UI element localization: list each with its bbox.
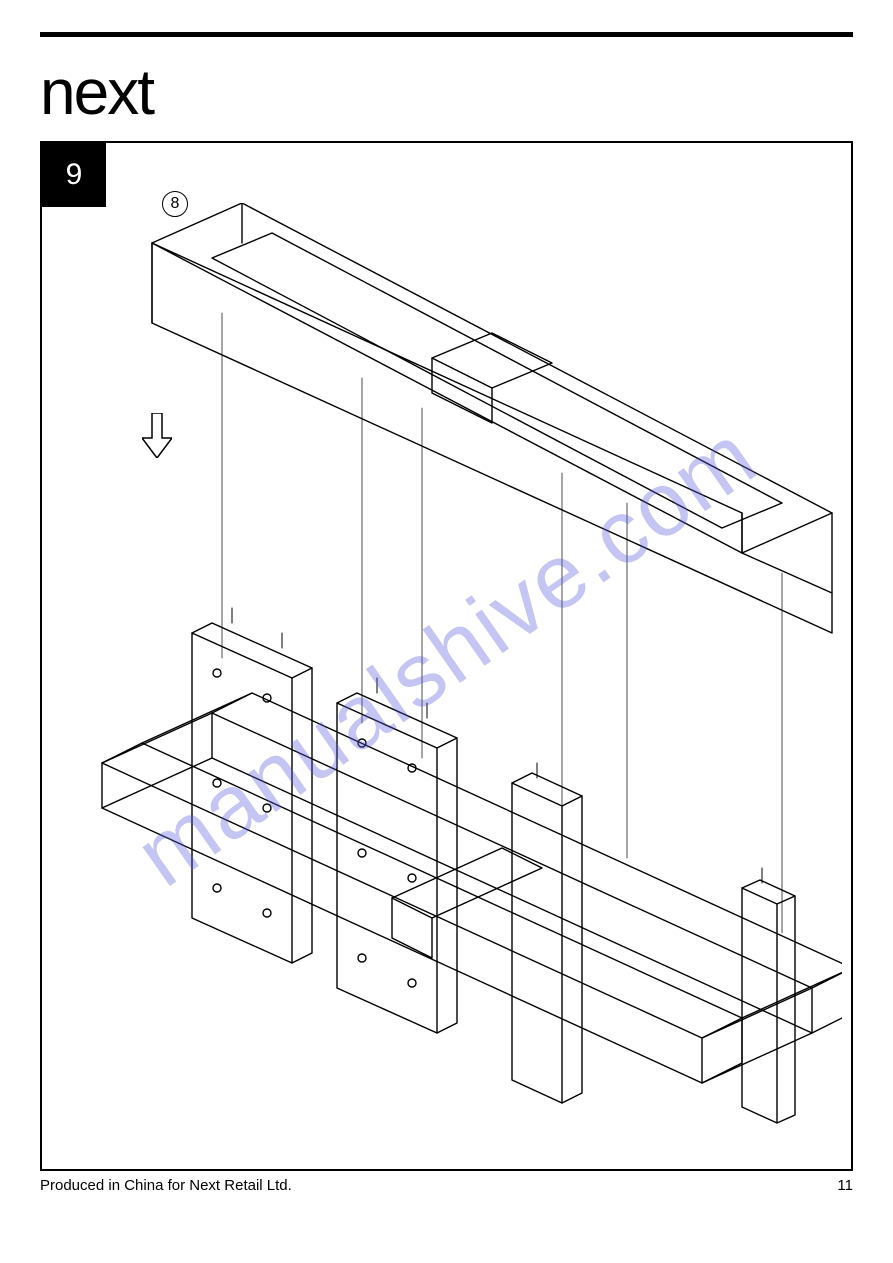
step-number-badge: 9	[42, 143, 106, 207]
footer-left-text: Produced in China for Next Retail Ltd.	[40, 1177, 292, 1194]
brand-logo: next	[40, 55, 853, 129]
page-number: 11	[837, 1177, 853, 1194]
diagram-frame: 9 8	[40, 141, 853, 1171]
header-rule	[40, 32, 853, 37]
step-number: 9	[66, 158, 83, 192]
page-footer: Produced in China for Next Retail Ltd. 1…	[40, 1177, 853, 1194]
assembly-diagram	[82, 203, 842, 1143]
